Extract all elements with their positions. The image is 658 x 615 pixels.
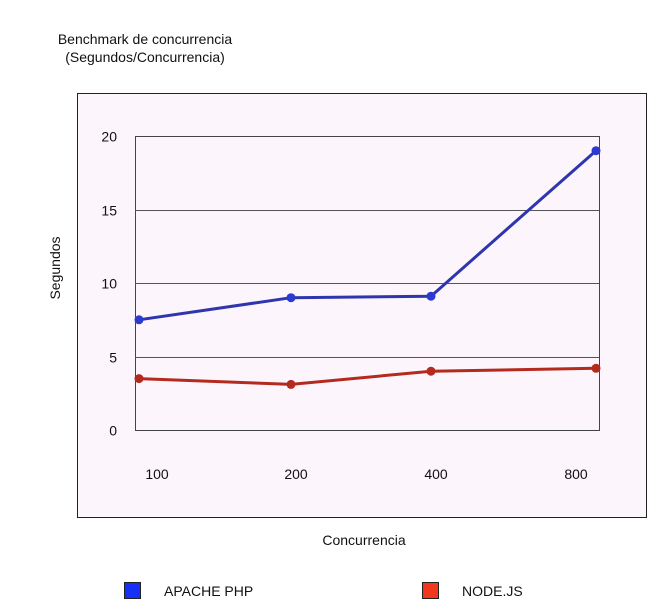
data-point-apache-php-400 <box>426 291 436 301</box>
data-point-node-js-100 <box>134 374 144 384</box>
y-tick-label-0: 0 <box>109 423 117 439</box>
chart-frame <box>77 93 647 518</box>
data-point-apache-php-800 <box>591 146 601 156</box>
legend-swatch-apache-php <box>124 582 141 599</box>
y-tick-label-10: 10 <box>101 276 117 292</box>
data-point-node-js-400 <box>426 366 436 376</box>
data-point-apache-php-200 <box>286 293 296 303</box>
series-line-node-js <box>138 366 597 386</box>
data-point-apache-php-100 <box>134 315 144 325</box>
y-axis-label: Segundos <box>47 236 63 300</box>
x-tick-label-400: 400 <box>424 466 448 482</box>
y-tick-label-5: 5 <box>109 350 117 366</box>
x-tick-label-800: 800 <box>564 466 588 482</box>
y-tick-label-20: 20 <box>101 129 117 145</box>
x-tick-label-200: 200 <box>284 466 308 482</box>
series-line-apache-php <box>138 149 597 322</box>
data-point-node-js-800 <box>591 363 601 373</box>
chart-title-line-1: Benchmark de concurrencia <box>57 31 233 47</box>
y-tick-label-15: 15 <box>101 203 117 219</box>
chart-title-line-2: (Segundos/Concurrencia) <box>65 49 225 65</box>
chart-title: Benchmark de concurrencia (Segundos/Conc… <box>30 30 260 66</box>
legend-label-node-js: NODE.JS <box>462 583 523 599</box>
legend-label-apache-php: APACHE PHP <box>164 583 254 599</box>
legend-swatch-node-js <box>422 582 439 599</box>
x-axis-label: Concurrencia <box>322 532 406 548</box>
x-tick-label-100: 100 <box>145 466 169 482</box>
data-point-node-js-200 <box>286 379 296 389</box>
